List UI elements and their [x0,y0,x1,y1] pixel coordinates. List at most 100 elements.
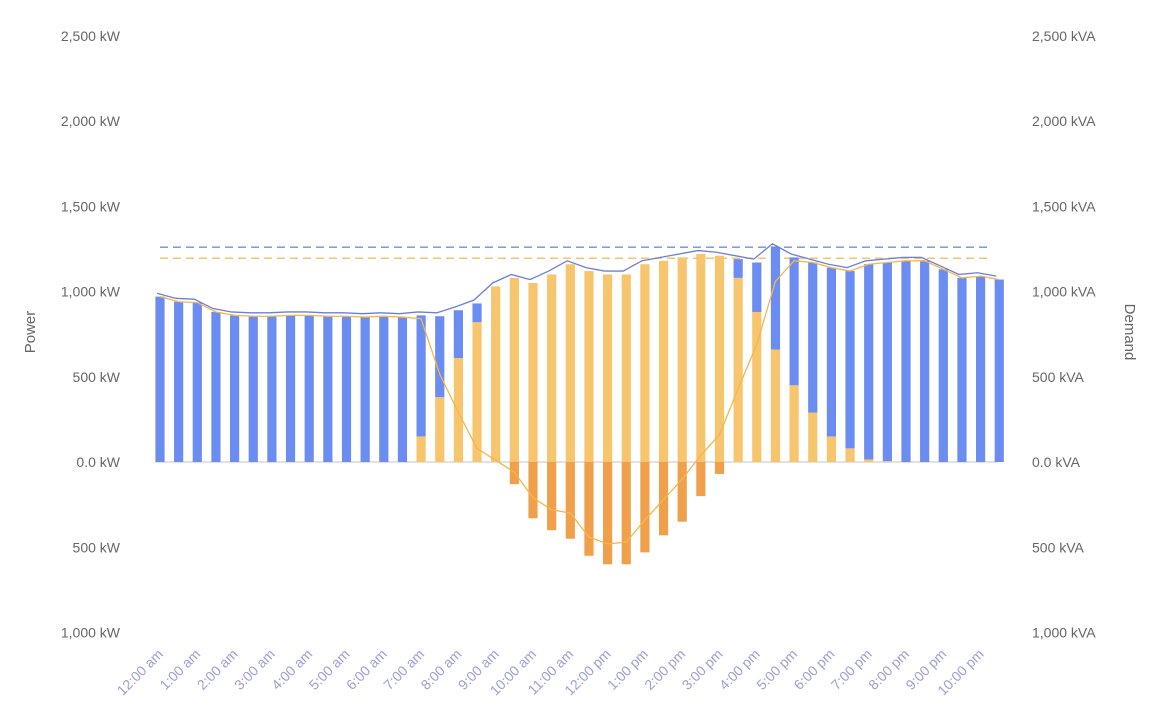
left-tick-label: 1,000 kW [61,625,121,641]
grid-load-bar [938,269,948,462]
grid-load-bar [453,310,463,358]
export-bar [714,462,725,474]
left-tick-label: 2,000 kW [61,113,121,129]
x-tick-label: 8:00 pm [865,646,912,693]
solar-bar [491,286,501,462]
solar-bar [864,459,874,462]
export-bar [565,462,575,539]
grid-load-bar [379,316,389,462]
grid-load-bar [304,315,314,462]
grid-load-bar [920,260,930,462]
grid-load-bar [211,311,221,462]
grid-load-bar [864,264,874,460]
solar-bar [696,253,706,462]
solar-bar [808,412,818,462]
grid-load-bar [901,260,911,462]
solar-bar [453,357,463,462]
grid-load-bar [360,317,370,462]
x-tick-label: 7:00 am [380,646,427,693]
right-tick-label: 1,000 kVA [1032,284,1096,300]
x-tick-label: 7:00 pm [828,646,875,693]
left-axis-ticks: 1,000 kW 500 kW 0.0 kW 500 kW 1,000 kW 1,500 … [61,28,121,641]
grid-load-bar [789,257,799,386]
grid-load-bar [341,316,352,462]
grid-load-bar [397,317,408,462]
solar-bar [547,274,557,462]
right-axis-ticks: 1,000 kVA 500 kVA 0.0 kVA 500 kVA 1,000 kVA 1… [1032,28,1096,641]
grid-load-bar [808,262,818,413]
left-tick-label: 500 kW [73,539,121,555]
x-axis-ticks: 12:00 am1:00 am2:00 am3:00 am4:00 am5:00… [114,646,987,699]
x-tick-label: 8:00 am [417,646,464,693]
solar-bar [752,311,762,462]
solar-bar [826,436,836,462]
bar-series [155,247,1004,565]
x-tick-label: 5:00 pm [753,646,800,693]
x-tick-label: 1:00 am [156,646,203,693]
solar-bar [845,448,855,462]
export-bar [584,462,594,556]
x-tick-label: 1:00 pm [604,646,651,693]
grid-load-bar [285,315,296,462]
grid-load-bar [994,279,1004,462]
solar-bar [528,282,538,462]
right-tick-label: 0.0 kVA [1032,454,1081,470]
x-tick-label: 5:00 am [306,646,353,693]
grid-load-bar [155,296,165,462]
grid-load-bar [770,247,781,350]
line-series [156,242,1000,545]
export-bar [677,462,687,522]
grid-load-bar [435,316,445,398]
grid-load-bar [733,259,743,278]
solar-bar [640,264,650,462]
export-bar [547,462,557,531]
solar-bar [509,277,519,462]
solar-bar [584,271,594,462]
solar-bar [472,322,482,462]
export-bar [603,462,613,565]
solar-bar [714,255,725,462]
right-tick-label: 1,500 kVA [1032,198,1096,214]
solar-bar [565,264,575,462]
right-tick-label: 500 kVA [1032,369,1085,385]
x-tick-label: 3:00 am [231,646,278,693]
right-tick-label: 2,000 kVA [1032,113,1096,129]
solar-bar [603,274,613,462]
net-demand-line [159,260,1000,545]
reference-lines [155,246,998,463]
grid-load-bar [472,303,482,323]
grid-load-bar [230,315,240,462]
x-tick-label: 6:00 pm [790,646,837,693]
solar-bar [658,260,669,462]
right-tick-label: 500 kVA [1032,539,1085,555]
x-tick-label: 3:00 pm [679,646,726,693]
x-tick-label: 4:00 am [268,646,315,693]
left-axis-title: Power [22,311,39,354]
grid-load-bar [957,277,967,462]
solar-bar [882,461,892,462]
total-load-line [156,242,997,315]
x-tick-label: 12:00 am [114,646,167,699]
solar-bar [733,277,743,462]
left-tick-label: 0.0 kW [76,454,120,470]
grid-load-bar [845,271,855,449]
right-tick-label: 2,500 kVA [1032,28,1096,44]
grid-load-bar [267,316,277,462]
left-tick-label: 2,500 kW [61,28,121,44]
x-tick-label: 6:00 am [343,646,390,693]
grid-load-bar [752,262,762,312]
solar-bar [770,349,781,462]
grid-load-bar [174,301,184,462]
grid-load-bar [826,267,836,437]
export-bar [640,462,650,553]
export-bar [528,462,538,519]
x-tick-label: 2:00 pm [641,646,688,693]
solar-bar [416,436,426,462]
export-bar [621,462,631,565]
right-axis-title: Demand [1121,304,1138,361]
left-tick-label: 1,000 kW [61,284,121,300]
solar-bar [621,274,631,462]
grid-load-bar [192,302,202,462]
x-tick-label: 2:00 am [194,646,241,693]
